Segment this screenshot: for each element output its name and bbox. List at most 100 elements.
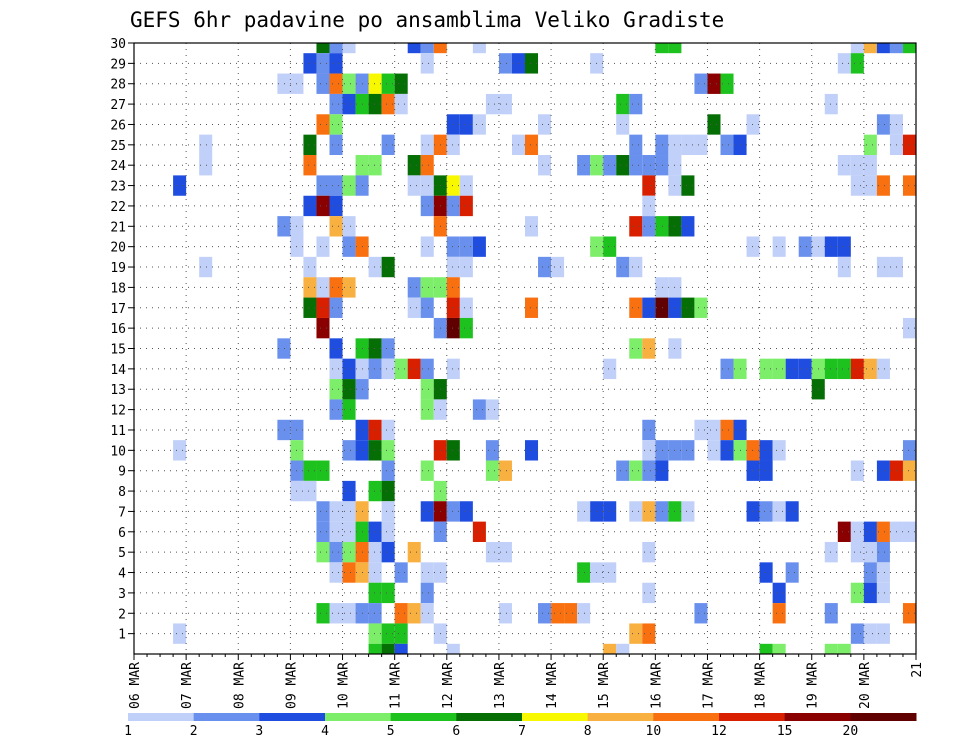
heatmap-cell — [785, 501, 799, 522]
heatmap-cell — [394, 358, 408, 380]
heatmap-cell — [381, 93, 395, 115]
heatmap-cell — [407, 358, 421, 380]
heatmap-cell — [446, 195, 460, 217]
heatmap-cell — [329, 399, 343, 420]
heatmap-cell — [459, 256, 473, 278]
heatmap-cell — [329, 562, 343, 583]
heatmap-cell — [642, 297, 656, 318]
heatmap-cell — [876, 256, 890, 278]
heatmap-cell — [681, 175, 695, 196]
heatmap-cell — [420, 236, 434, 257]
heatmap-cell — [199, 256, 213, 278]
heatmap-cell — [368, 603, 382, 624]
colorbar-label: 6 — [452, 724, 460, 739]
plot-frame — [133, 42, 917, 655]
heatmap-cell — [876, 175, 890, 196]
heatmap-cell — [472, 43, 486, 54]
heatmap-cell — [655, 440, 669, 461]
heatmap-cell — [616, 93, 630, 115]
heatmap-cell — [876, 358, 890, 380]
x-tick-label: 08 MAR — [232, 662, 247, 709]
heatmap-cell — [850, 358, 864, 380]
heatmap-cell — [459, 297, 473, 318]
heatmap-cell — [616, 460, 630, 481]
heatmap-cell — [655, 297, 669, 318]
heatmap-cell — [720, 134, 734, 156]
heatmap-cell — [538, 256, 552, 278]
x-tick-label: 10 MAR — [337, 662, 352, 709]
heatmap-cell — [642, 582, 656, 604]
x-tick-label: 17 MAR — [701, 662, 716, 709]
heatmap-cell — [863, 541, 877, 563]
heatmap-cell — [824, 358, 838, 380]
heatmap-cell — [759, 358, 773, 380]
heatmap-cell — [446, 297, 460, 318]
heatmap-cell — [446, 643, 460, 654]
heatmap-cell — [316, 73, 330, 94]
heatmap-cell — [342, 480, 356, 502]
heatmap-cell — [837, 643, 851, 654]
heatmap-cell — [616, 155, 630, 176]
heatmap-cell — [863, 582, 877, 604]
heatmap-cell — [381, 338, 395, 359]
colorbar-label: 5 — [387, 724, 395, 739]
heatmap-cell — [368, 155, 382, 176]
y-tick-label: 3 — [118, 587, 126, 602]
y-tick-label: 22 — [110, 200, 126, 215]
heatmap-cell — [837, 358, 851, 380]
heatmap-cell — [681, 216, 695, 237]
heatmap-cell — [329, 297, 343, 318]
heatmap-cell — [863, 43, 877, 54]
y-tick-label: 8 — [118, 485, 126, 500]
heatmap-cell — [420, 155, 434, 176]
heatmap-cell — [681, 501, 695, 522]
x-tick-label: 12 MAR — [441, 662, 456, 709]
heatmap-cell — [420, 43, 434, 54]
heatmap-cell — [902, 440, 916, 461]
heatmap-cell — [850, 582, 864, 604]
heatmap-cell — [824, 643, 838, 654]
heatmap-cell — [876, 521, 890, 542]
heatmap-cell — [316, 297, 330, 318]
heatmap-cell — [577, 562, 591, 583]
heatmap-cell — [824, 93, 838, 115]
heatmap-cell — [342, 399, 356, 420]
heatmap-cell — [694, 73, 708, 94]
heatmap-cell — [303, 134, 317, 156]
heatmap-cell — [642, 195, 656, 217]
heatmap-cell — [173, 440, 187, 461]
heatmap-cell — [837, 236, 851, 257]
heatmap-cell — [459, 317, 473, 339]
heatmap-cell — [316, 603, 330, 624]
heatmap-cell — [759, 460, 773, 481]
heatmap-cell — [303, 297, 317, 318]
heatmap-cell — [720, 440, 734, 461]
x-tick-label: 07 MAR — [180, 662, 195, 709]
heatmap-cell — [577, 155, 591, 176]
heatmap-cell — [850, 175, 864, 196]
heatmap-cell — [329, 521, 343, 542]
heatmap-cell — [746, 114, 760, 135]
heatmap-cell — [642, 460, 656, 481]
heatmap-cell — [446, 236, 460, 257]
heatmap-cell — [446, 256, 460, 278]
heatmap-cell — [772, 358, 786, 380]
y-tick-label: 2 — [118, 607, 126, 622]
heatmap-cell — [407, 277, 421, 298]
heatmap-cell — [694, 419, 708, 441]
heatmap-cell — [694, 297, 708, 318]
heatmap-cell — [616, 643, 630, 654]
heatmap-cell — [368, 623, 382, 644]
heatmap-cell — [603, 358, 617, 380]
heatmap-cell — [381, 643, 395, 654]
colorbar-label: 3 — [255, 724, 263, 739]
heatmap-cell — [342, 358, 356, 380]
heatmap-cell — [525, 53, 539, 74]
heatmap-cell — [420, 460, 434, 481]
heatmap-cell — [420, 603, 434, 624]
x-tick-label: 20 MAR — [858, 662, 873, 709]
heatmap-cell — [368, 256, 382, 278]
heatmap-cell — [485, 541, 499, 563]
heatmap-cell — [551, 256, 565, 278]
heatmap-cell — [420, 379, 434, 400]
